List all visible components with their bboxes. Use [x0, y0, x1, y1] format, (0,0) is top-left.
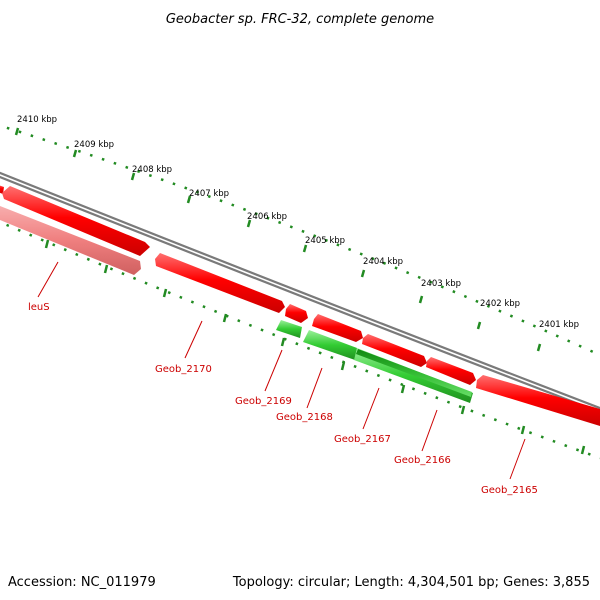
- kbp-label: 2410 kbp: [17, 115, 57, 125]
- gene-label-leus: leuS: [28, 302, 50, 313]
- gene-label-geob-2168: Geob_2168: [276, 412, 333, 423]
- gene-arrow-geob-2170: [155, 253, 285, 313]
- gene-labels: leuS Geob_2170 Geob_2169 Geob_2168 Geob_…: [28, 302, 538, 496]
- kbp-label: 2404 kbp: [363, 257, 403, 267]
- accession-text: Accession: NC_011979: [8, 575, 156, 590]
- gene-label-leaders: [37, 261, 526, 480]
- kbp-label: 2403 kbp: [421, 279, 461, 289]
- gene-arrow-faded: [0, 205, 141, 275]
- outer-scale-ring: [0, 124, 600, 357]
- forward-strand-genes: [0, 185, 600, 426]
- kbp-label: 2401 kbp: [539, 320, 579, 330]
- gene-arrow-partial: [0, 185, 4, 194]
- kbp-label: 2408 kbp: [132, 165, 172, 175]
- gene-label-geob-2165: Geob_2165: [481, 485, 538, 496]
- gene-arrow-leus: [2, 186, 150, 256]
- gene-arrow-green-1: [276, 320, 302, 338]
- genome-title: Geobacter sp. FRC-32, complete genome: [166, 12, 434, 27]
- kbp-label: 2402 kbp: [480, 299, 520, 309]
- kbp-label: 2405 kbp: [305, 236, 345, 246]
- gene-arrow-geob-2165: [476, 375, 600, 426]
- genome-summary-text: Topology: circular; Length: 4,304,501 bp…: [232, 575, 590, 590]
- gene-label-geob-2167: Geob_2167: [334, 434, 391, 445]
- gene-arrow-geob-2166: [426, 357, 476, 385]
- gene-arrow-green-2: [303, 330, 357, 360]
- kbp-label: 2406 kbp: [247, 212, 287, 222]
- kbp-label: 2407 kbp: [189, 189, 229, 199]
- gene-arrow-geob-2168: [312, 314, 363, 342]
- gene-label-geob-2170: Geob_2170: [155, 364, 212, 375]
- gene-label-geob-2166: Geob_2166: [394, 455, 451, 466]
- kbp-label: 2409 kbp: [74, 140, 114, 150]
- inner-scale-ring: [0, 220, 600, 460]
- gene-label-geob-2169: Geob_2169: [235, 396, 292, 407]
- reverse-strand-genes: [276, 320, 473, 403]
- gene-arrow-geob-2169: [285, 304, 308, 323]
- gene-arrow-geob-2167: [362, 334, 427, 367]
- genome-backbone: [0, 171, 600, 414]
- gene-arrow-darkgreen: [356, 349, 472, 397]
- kbp-scale-labels: 2410 kbp 2409 kbp 2408 kbp 2407 kbp 2406…: [17, 115, 579, 330]
